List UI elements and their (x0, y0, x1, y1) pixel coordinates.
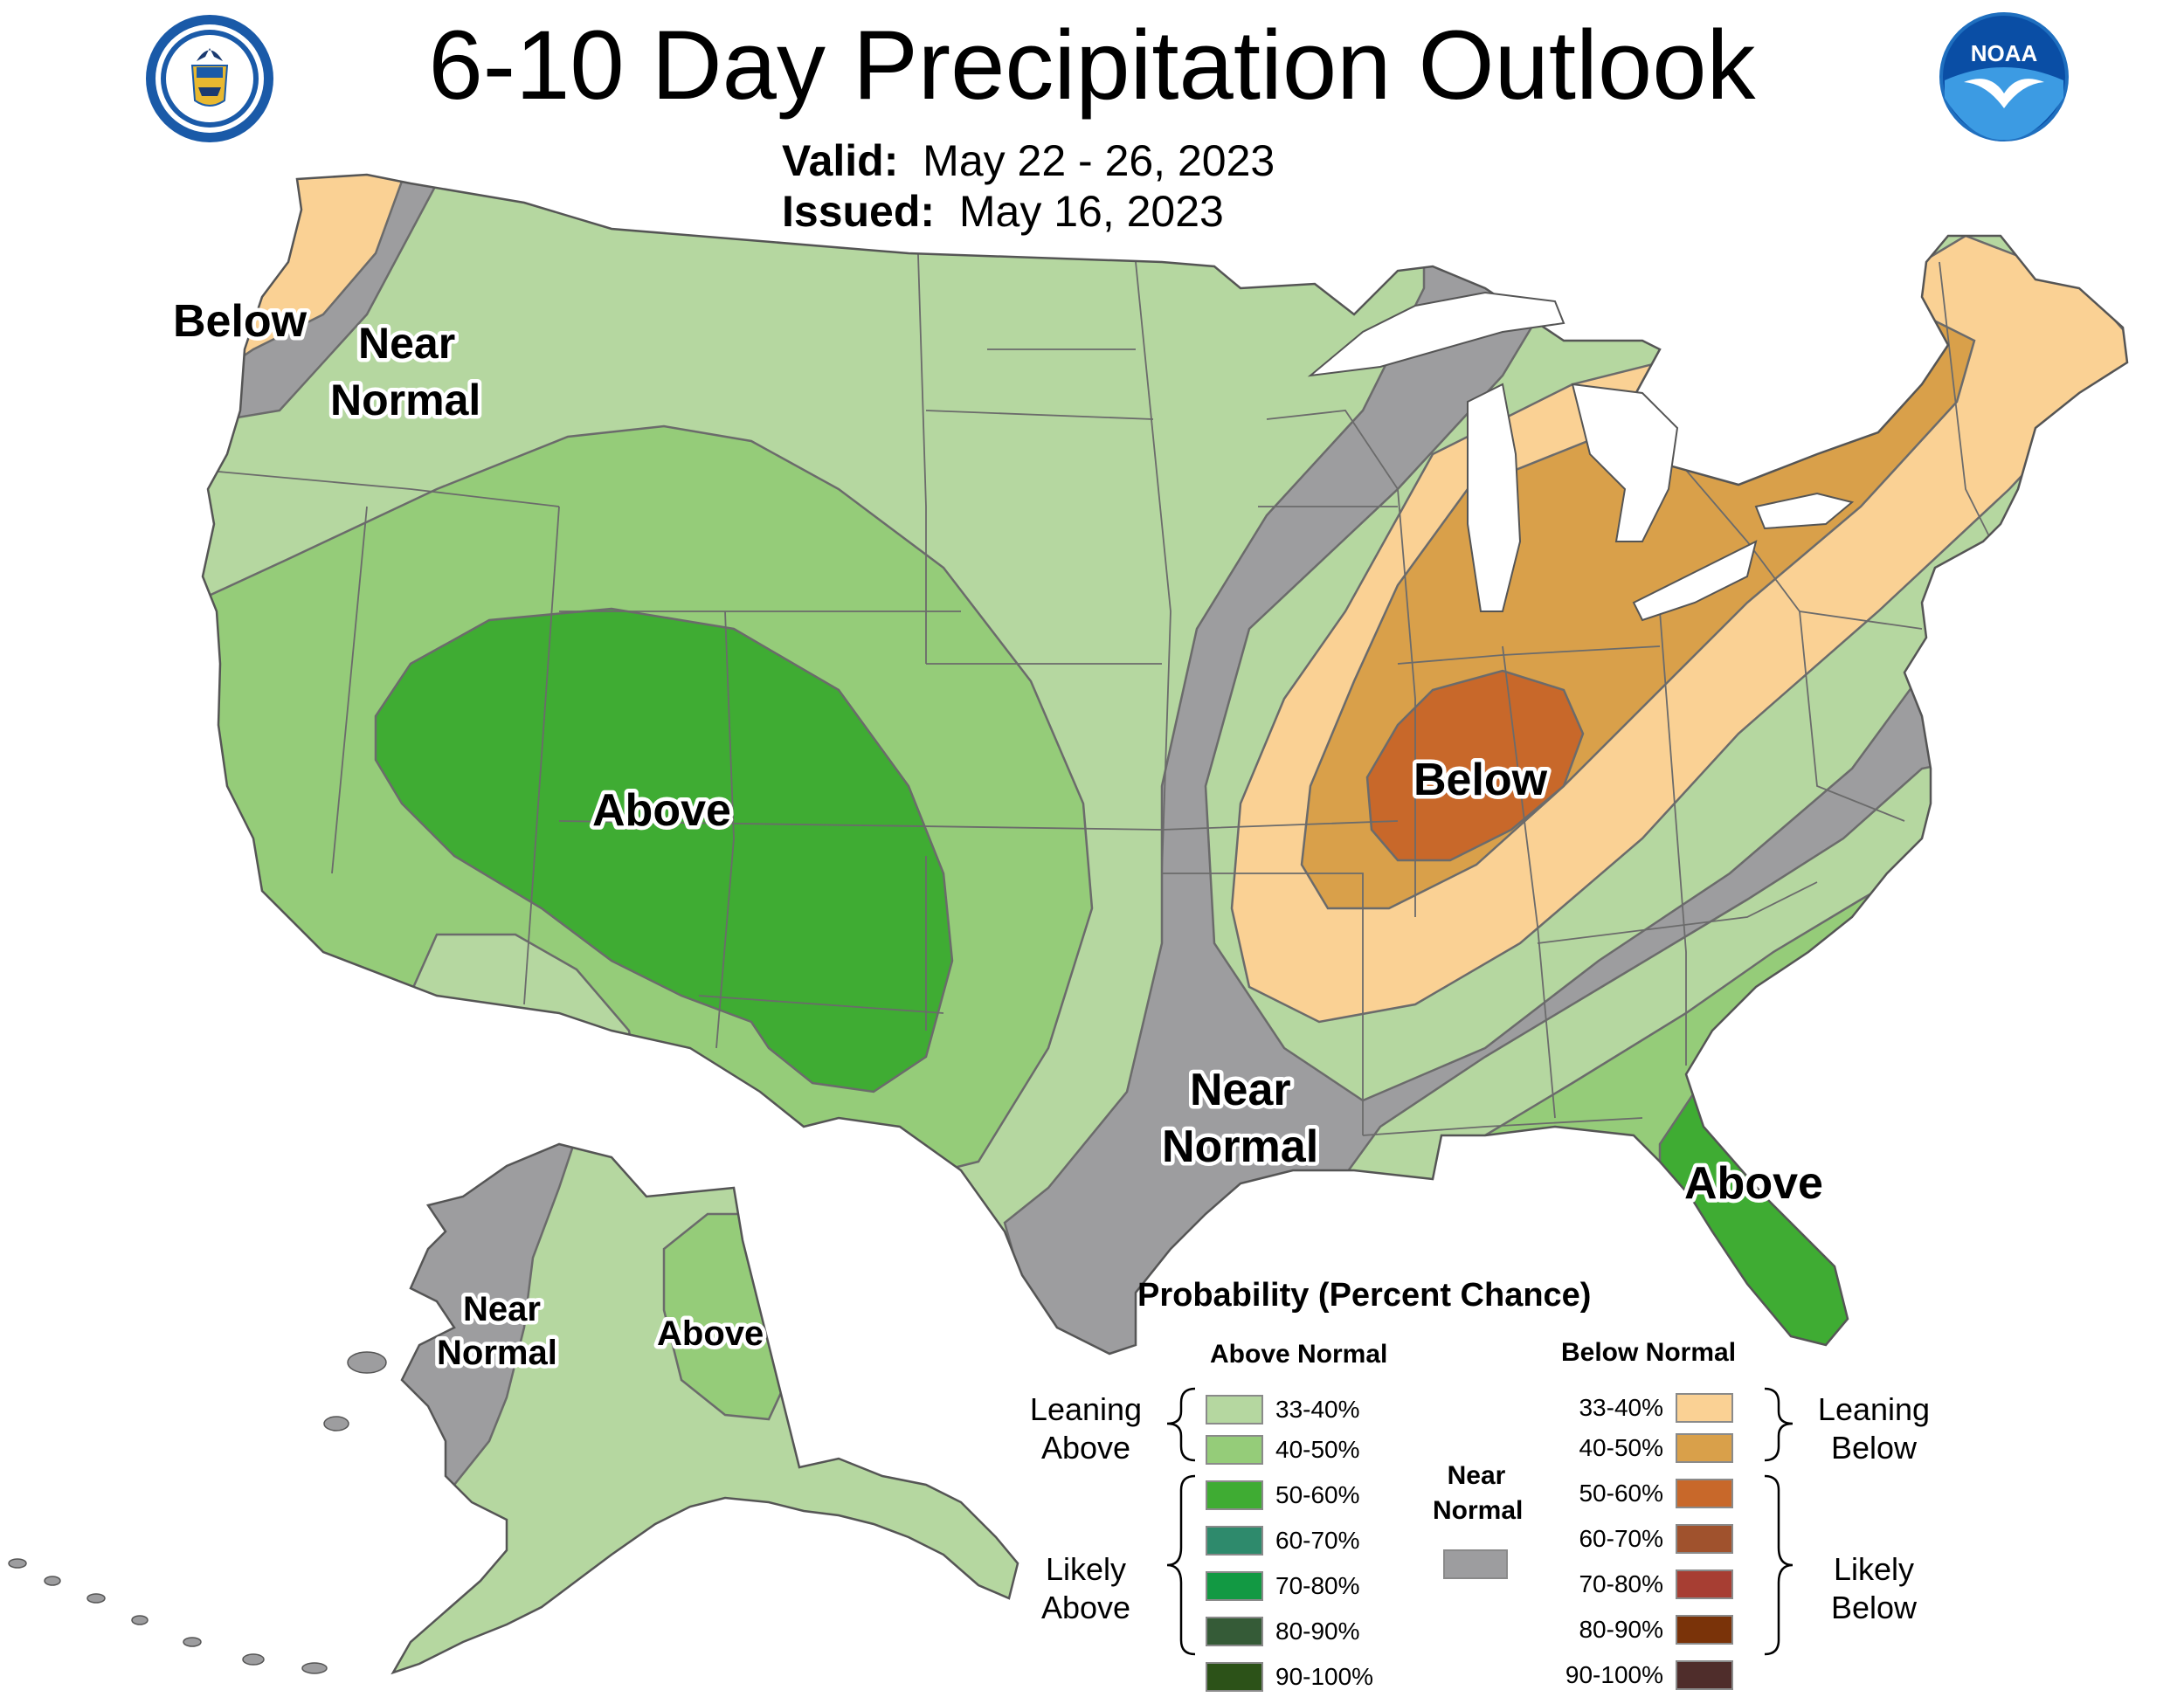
legend-above-row: 90-100% (1206, 1657, 1373, 1697)
label-midwest-below: Below (1413, 755, 1548, 805)
lake-huron (1571, 383, 1679, 542)
legend-below-row: 70-80% (1559, 1564, 1733, 1604)
legend-swatch-label: 60-70% (1579, 1525, 1663, 1552)
issued-line: Issued: May 16, 2023 (782, 186, 1224, 237)
label-south-near-normal-line2: Normal (1162, 1121, 1318, 1172)
legend-above-row: 70-80% (1206, 1566, 1373, 1606)
lake-michigan (1467, 383, 1522, 612)
legend-likely-below-line2: Below (1830, 1590, 1918, 1625)
legend-swatch-label: 40-50% (1275, 1436, 1360, 1463)
legend-below-row: 33-40% (1559, 1388, 1733, 1428)
legend-likely-below-line1: Likely (1833, 1551, 1915, 1587)
valid-value: May 22 - 26, 2023 (923, 136, 1275, 185)
legend-near-normal-line1: Near (1447, 1461, 1506, 1490)
page-title: 6-10 Day Precipitation Outlook (428, 10, 1756, 120)
lake-erie (1632, 540, 1758, 622)
legend-below-row: 80-90% (1559, 1610, 1733, 1650)
legend-swatch-label: 60-70% (1275, 1527, 1360, 1554)
map-labels: Below Near Normal Above Below Near Norma… (169, 293, 1828, 1376)
lake-superior (1307, 291, 1565, 377)
legend-swatch-label: 70-80% (1275, 1572, 1360, 1599)
legend-swatch-label: 33-40% (1579, 1394, 1663, 1421)
legend-swatch (1676, 1660, 1733, 1690)
legend-above-list: 33-40% 40-50% 50-60% 60-70% 70-80% 80-90… (1206, 1390, 1373, 1697)
valid-line: Valid: May 22 - 26, 2023 (782, 135, 1275, 186)
legend-near-normal-label: Near Normal (1433, 1459, 1524, 1528)
alaska-islands (8, 1351, 387, 1674)
department-of-commerce-seal-icon (146, 15, 273, 142)
legend-swatch-label: 80-90% (1579, 1616, 1663, 1643)
legend-near-normal-swatch (1443, 1549, 1508, 1579)
legend-leaning-below-line2: Below (1830, 1430, 1918, 1466)
legend-likely-above-line2: Above (1040, 1590, 1131, 1625)
four-corners-above-50-60-region (374, 607, 954, 1093)
legend-title: Probability (Percent Chance) (1137, 1277, 1592, 1314)
legend-above-row: 60-70% (1206, 1521, 1373, 1561)
valid-label: Valid: (782, 136, 899, 185)
legend-above-header: Above Normal (1210, 1340, 1388, 1369)
svg-text:NOAA: NOAA (1971, 40, 2038, 66)
legend-swatch (1676, 1479, 1733, 1508)
legend-swatch (1206, 1480, 1263, 1510)
legend-swatch-label: 80-90% (1275, 1618, 1360, 1645)
legend-swatch-label: 90-100% (1565, 1661, 1663, 1688)
legend-swatch (1676, 1569, 1733, 1599)
legend-above-row: 80-90% (1206, 1611, 1373, 1652)
legend-swatch (1206, 1526, 1263, 1556)
legend-leaning-above-line1: Leaning (1029, 1391, 1143, 1427)
issued-label: Issued: (782, 187, 936, 236)
legend-below-list: 33-40% 40-50% 50-60% 60-70% 70-80% 80-90… (1559, 1388, 1733, 1695)
legend-swatch (1676, 1615, 1733, 1645)
legend-swatch (1206, 1395, 1263, 1425)
ohio-valley-below-50-60-region (1365, 669, 1585, 862)
legend-above-row: 33-40% (1206, 1390, 1373, 1430)
label-south-near-normal-line1: Near (1190, 1065, 1291, 1115)
legend-leaning-below-line1: Leaning (1817, 1391, 1931, 1427)
state-borders (218, 226, 1993, 1136)
label-nw-near-normal-line2: Normal (330, 376, 480, 424)
legend-swatch (1206, 1435, 1263, 1465)
legend-below-row: 50-60% (1559, 1473, 1733, 1514)
label-alaska-near-normal-line1: Near (463, 1290, 541, 1328)
label-southeast-above: Above (1684, 1158, 1823, 1209)
legend-below-row: 90-100% (1559, 1655, 1733, 1695)
legend-swatch (1676, 1393, 1733, 1423)
great-lakes (1307, 291, 1855, 622)
legend-leaning-above-line2: Above (1040, 1430, 1131, 1466)
label-west-above: Above (592, 785, 731, 836)
label-pnw-below: Below (173, 296, 308, 347)
legend-leaning-below-label: Leaning Below (1800, 1390, 1948, 1467)
legend-swatch-label: 33-40% (1275, 1396, 1360, 1423)
noaa-logo-icon: NOAA (1939, 12, 2069, 141)
legend-swatch (1206, 1617, 1263, 1646)
legend-below-header: Below Normal (1561, 1338, 1737, 1367)
legend-below-row: 40-50% (1559, 1428, 1733, 1468)
legend-above-row: 50-60% (1206, 1475, 1373, 1515)
legend-swatch-label: 90-100% (1275, 1663, 1374, 1690)
legend-swatch-label: 50-60% (1579, 1480, 1663, 1507)
label-nw-near-normal-line1: Near (358, 319, 455, 368)
legend-likely-above-label: Likely Above (1012, 1550, 1160, 1627)
label-alaska-above: Above (657, 1314, 764, 1353)
legend-swatch (1676, 1433, 1733, 1463)
legend-near-normal-line2: Normal (1433, 1496, 1524, 1525)
legend-swatch-label: 50-60% (1275, 1481, 1360, 1508)
legend-swatch-label: 70-80% (1579, 1570, 1663, 1597)
legend-below-row: 60-70% (1559, 1519, 1733, 1559)
label-alaska-near-normal-line2: Normal (437, 1334, 557, 1372)
legend-leaning-above-label: Leaning Above (1012, 1390, 1160, 1467)
legend: Probability (Percent Chance) (1137, 1277, 1591, 1314)
legend-above-row: 40-50% (1206, 1430, 1373, 1470)
legend-below-braces (1764, 1387, 1794, 1656)
legend-above-braces (1166, 1387, 1196, 1656)
issued-value: May 16, 2023 (958, 187, 1224, 236)
legend-swatch (1676, 1524, 1733, 1554)
legend-likely-below-label: Likely Below (1800, 1550, 1948, 1627)
legend-swatch-label: 40-50% (1579, 1434, 1663, 1461)
legend-likely-above-line1: Likely (1045, 1551, 1127, 1587)
lake-ontario (1754, 492, 1855, 530)
legend-swatch (1206, 1571, 1263, 1601)
